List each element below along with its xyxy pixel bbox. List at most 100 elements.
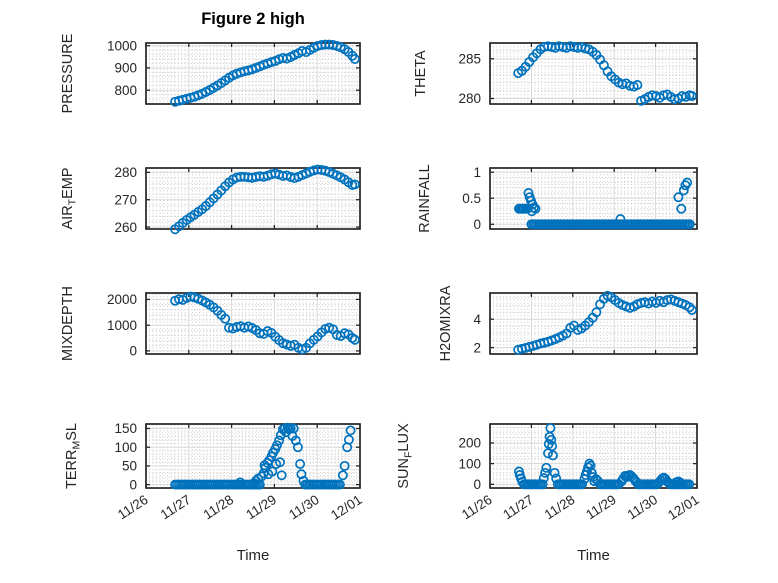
subplot-pressure: 800 900 1000 PRESSURE — [60, 33, 361, 113]
subplot-air-temp: 260 270 280 AIRTEMP — [60, 164, 361, 235]
data-point-marker — [337, 470, 348, 481]
subplot-terr-msl: 0 50 100 150 TERRMSL 11/26 11/27 11/28 11/29 11/3… — [64, 421, 365, 564]
data-points — [170, 39, 360, 107]
y-axis-label: PRESSURE — [60, 33, 76, 113]
major-grid — [146, 43, 360, 104]
data-point-marker — [651, 479, 662, 490]
data-point-marker — [290, 435, 301, 446]
x-tick-label: 11/28 — [542, 492, 578, 522]
data-point-marker — [220, 313, 231, 324]
tick-marks — [145, 43, 361, 104]
y-tick-label: 0 — [473, 217, 481, 232]
data-point-marker — [272, 440, 282, 451]
data-point-marker — [349, 179, 360, 190]
data-point-marker — [276, 470, 287, 481]
x-axis-label: Time — [237, 547, 270, 564]
y-tick-label: 4 — [473, 312, 481, 327]
y-tick-label: 900 — [114, 61, 137, 76]
minor-grid — [490, 168, 697, 229]
y-tick-label: 1000 — [107, 318, 137, 333]
data-point-marker — [545, 423, 556, 434]
data-point-marker — [547, 441, 558, 452]
y-tick-label: 1 — [473, 165, 481, 180]
data-point-marker — [547, 450, 558, 461]
data-points — [514, 423, 695, 490]
minor-grid — [490, 43, 697, 104]
x-tick-label: 11/28 — [201, 492, 237, 522]
data-point-marker — [339, 460, 350, 471]
y-tick-label: 50 — [122, 459, 137, 474]
data-point-marker — [632, 80, 643, 90]
data-point-marker — [267, 466, 278, 477]
y-axis-label: AIRTEMP — [60, 167, 79, 229]
axes-box — [145, 167, 361, 230]
data-point-marker — [540, 467, 551, 478]
data-point-marker — [530, 203, 541, 214]
subplot-rainfall: 0 0.5 1 RAINFALL — [417, 164, 698, 233]
y-axis-label: TERRMSL — [64, 423, 83, 489]
y-tick-label: 1000 — [107, 38, 137, 53]
data-points — [170, 291, 360, 355]
data-point-marker — [295, 459, 306, 469]
x-tick-label: 11/27 — [158, 492, 194, 522]
y-tick-label: 0.5 — [462, 191, 481, 206]
x-tick-label: 12/01 — [328, 492, 365, 523]
data-point-marker — [613, 479, 624, 490]
y-tick-label: 2000 — [107, 292, 137, 307]
data-points — [514, 177, 695, 230]
data-point-marker — [543, 448, 553, 459]
y-tick-label: 200 — [458, 436, 481, 451]
x-tick-label: 11/29 — [583, 492, 619, 522]
subplot-theta: 280 285 THETA — [413, 41, 698, 106]
tick-marks — [145, 168, 361, 229]
axes-box — [489, 42, 698, 105]
y-tick-label: 270 — [114, 192, 137, 207]
y-axis-label: THETA — [413, 50, 429, 97]
data-point-marker — [546, 434, 557, 445]
tick-marks — [489, 43, 698, 104]
data-point-marker — [275, 457, 285, 468]
figure-title: Figure 2 high — [201, 10, 305, 28]
y-tick-label: 0 — [129, 477, 137, 492]
data-point-marker — [684, 479, 695, 490]
data-point-marker — [537, 479, 548, 490]
data-point-marker — [343, 434, 354, 445]
data-point-marker — [334, 479, 345, 490]
data-point-marker — [541, 462, 552, 473]
axes-box — [145, 42, 361, 105]
data-point-marker — [577, 479, 588, 490]
data-point-marker — [292, 442, 303, 453]
data-point-marker — [673, 192, 684, 203]
data-point-marker — [684, 302, 695, 313]
data-point-marker — [591, 307, 602, 318]
y-tick-label: 0 — [473, 477, 481, 492]
subplot-mixdepth: 0 1000 2000 MIXDEPTH — [60, 286, 361, 361]
data-points — [170, 164, 360, 235]
minor-grid — [490, 424, 697, 488]
data-point-marker — [687, 91, 697, 102]
y-tick-label: 100 — [458, 456, 481, 471]
y-tick-label: 2 — [473, 340, 481, 355]
data-point-marker — [682, 177, 693, 188]
data-point-marker — [585, 460, 596, 471]
x-tick-label: 11/29 — [243, 492, 279, 522]
y-tick-label: 150 — [114, 421, 137, 436]
x-tick-label: 11/30 — [286, 492, 322, 522]
data-point-marker — [687, 305, 697, 315]
data-point-marker — [676, 203, 687, 214]
y-tick-label: 0 — [129, 344, 137, 359]
data-point-marker — [678, 185, 689, 196]
y-axis-label: RAINFALL — [417, 164, 433, 233]
y-tick-label: 800 — [114, 83, 137, 98]
y-axis-label: MIXDEPTH — [60, 286, 76, 361]
data-point-marker — [274, 435, 285, 446]
y-axis-label: H2OMIXRA — [438, 285, 454, 361]
x-tick-label: 11/27 — [500, 492, 536, 522]
y-tick-label: 285 — [458, 52, 481, 67]
tick-marks — [145, 293, 361, 354]
data-point-marker — [549, 467, 560, 478]
y-tick-label: 100 — [114, 440, 137, 455]
data-points — [170, 422, 356, 490]
